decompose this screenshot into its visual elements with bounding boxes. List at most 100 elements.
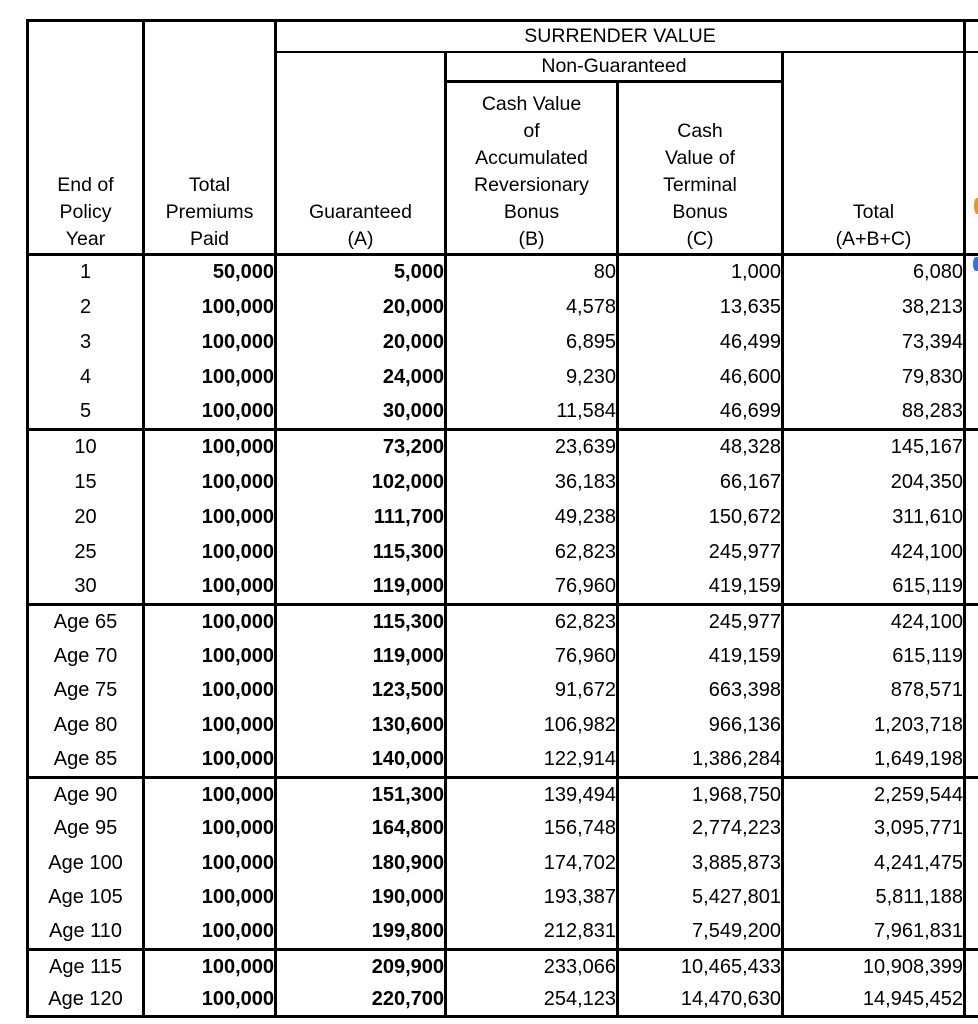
cell-terminal-bonus: 14,470,630 (616, 983, 784, 1018)
cell-reversionary-bonus: 80 (444, 254, 619, 290)
cell-reversionary-bonus: 174,702 (444, 846, 619, 881)
cell-guaranteed: 115,300 (274, 534, 447, 570)
cell-total-premiums: 100,000 (142, 569, 277, 605)
table-row: Age 75 100,000 123,500 91,672 663,398 87… (26, 673, 978, 708)
table-row: Age 80 100,000 130,600 106,982 966,136 1… (26, 708, 978, 743)
cell-guaranteed: 20,000 (274, 324, 447, 360)
cell-total: 6,080 (781, 254, 966, 290)
cell-total: 615,119 (781, 639, 966, 674)
cell-total: 88,283 (781, 394, 966, 430)
table-row: Age 110 100,000 199,800 212,831 7,549,20… (26, 915, 978, 950)
cell-total: 79,830 (781, 359, 966, 395)
cell-policy-year: 1 (26, 254, 145, 290)
cell-reversionary-bonus: 193,387 (444, 880, 619, 915)
cell-terminal-bonus: 966,136 (616, 708, 784, 743)
table-row: Age 90 100,000 151,300 139,494 1,968,750… (26, 775, 978, 812)
clipped-right-column-header-body (963, 51, 978, 256)
cell-policy-year: 2 (26, 289, 145, 325)
cell-terminal-bonus: 663,398 (616, 673, 784, 708)
cell-total-premiums: 100,000 (142, 983, 277, 1018)
cell-reversionary-bonus: 11,584 (444, 394, 619, 430)
cell-total-premiums: 100,000 (142, 324, 277, 360)
table-row: Age 105 100,000 190,000 193,387 5,427,80… (26, 880, 978, 915)
cell-reversionary-bonus: 9,230 (444, 359, 619, 395)
table-row: 10 100,000 73,200 23,639 48,328 145,167 (26, 428, 978, 465)
cell-terminal-bonus: 245,977 (616, 534, 784, 570)
cell-guaranteed: 119,000 (274, 639, 447, 674)
cell-total: 615,119 (781, 569, 966, 605)
cell-terminal-bonus: 46,699 (616, 394, 784, 430)
cell-total-premiums: 100,000 (142, 948, 277, 983)
cell-reversionary-bonus: 76,960 (444, 569, 619, 605)
table-row: Age 100 100,000 180,900 174,702 3,885,87… (26, 846, 978, 881)
column-header-terminal-bonus: Cash Value of Terminal Bonus (C) (616, 81, 784, 256)
clipped-glyph-fragment-orange (974, 198, 978, 214)
cell-reversionary-bonus: 76,960 (444, 639, 619, 674)
cell-reversionary-bonus: 233,066 (444, 948, 619, 983)
cell-terminal-bonus: 1,386,284 (616, 742, 784, 777)
cell-total: 878,571 (781, 673, 966, 708)
cell-policy-year: Age 65 (26, 603, 145, 639)
table-row: 25 100,000 115,300 62,823 245,977 424,10… (26, 534, 978, 570)
cell-total: 204,350 (781, 464, 966, 500)
cell-policy-year: 30 (26, 569, 145, 605)
cell-clipped-column (963, 846, 978, 881)
cell-guaranteed: 20,000 (274, 289, 447, 325)
table-row: 5 100,000 30,000 11,584 46,699 88,283 (26, 394, 978, 430)
column-header-reversionary-bonus: Cash Value of Accumulated Reversionary B… (444, 81, 619, 256)
cell-guaranteed: 30,000 (274, 394, 447, 430)
cell-guaranteed: 5,000 (274, 254, 447, 290)
table-row: Age 120 100,000 220,700 254,123 14,470,6… (26, 983, 978, 1018)
cell-reversionary-bonus: 23,639 (444, 428, 619, 465)
cell-terminal-bonus: 46,600 (616, 359, 784, 395)
cell-terminal-bonus: 48,328 (616, 428, 784, 465)
cell-terminal-bonus: 5,427,801 (616, 880, 784, 915)
cell-total-premiums: 100,000 (142, 673, 277, 708)
cell-total-premiums: 100,000 (142, 534, 277, 570)
cell-clipped-column (963, 499, 978, 535)
cell-reversionary-bonus: 4,578 (444, 289, 619, 325)
cell-total-premiums: 50,000 (142, 254, 277, 290)
cell-clipped-column (963, 534, 978, 570)
cell-total: 311,610 (781, 499, 966, 535)
cell-total-premiums: 100,000 (142, 846, 277, 881)
table-row: Age 115 100,000 209,900 233,066 10,465,4… (26, 948, 978, 983)
cell-terminal-bonus: 3,885,873 (616, 846, 784, 881)
cell-total-premiums: 100,000 (142, 639, 277, 674)
cell-clipped-column (963, 428, 978, 465)
cell-reversionary-bonus: 62,823 (444, 603, 619, 639)
cell-policy-year: 3 (26, 324, 145, 360)
cell-terminal-bonus: 2,774,223 (616, 811, 784, 846)
table-row: Age 85 100,000 140,000 122,914 1,386,284… (26, 742, 978, 777)
cell-total: 424,100 (781, 603, 966, 639)
column-header-end-of-policy-year: End of Policy Year (26, 19, 145, 256)
cell-clipped-column (963, 880, 978, 915)
table-header: End of Policy Year Total Premiums Paid S… (26, 19, 978, 256)
cell-reversionary-bonus: 6,895 (444, 324, 619, 360)
cell-policy-year: 20 (26, 499, 145, 535)
cell-total-premiums: 100,000 (142, 428, 277, 465)
cell-policy-year: 15 (26, 464, 145, 500)
cell-total: 14,945,452 (781, 983, 966, 1018)
table-row: Age 95 100,000 164,800 156,748 2,774,223… (26, 811, 978, 846)
cell-clipped-column (963, 639, 978, 674)
cell-reversionary-bonus: 212,831 (444, 915, 619, 950)
cell-policy-year: 4 (26, 359, 145, 395)
cell-reversionary-bonus: 62,823 (444, 534, 619, 570)
cell-clipped-column (963, 569, 978, 605)
cell-total: 2,259,544 (781, 775, 966, 812)
cell-guaranteed: 199,800 (274, 915, 447, 950)
clipped-glyph-fragment-blue (973, 257, 978, 271)
cell-total: 7,961,831 (781, 915, 966, 950)
cell-clipped-column (963, 811, 978, 846)
cell-policy-year: 5 (26, 394, 145, 430)
cell-clipped-column (963, 359, 978, 395)
cell-terminal-bonus: 7,549,200 (616, 915, 784, 950)
cell-policy-year: Age 120 (26, 983, 145, 1018)
cell-policy-year: Age 90 (26, 775, 145, 812)
cell-terminal-bonus: 150,672 (616, 499, 784, 535)
cell-reversionary-bonus: 36,183 (444, 464, 619, 500)
cell-policy-year: 10 (26, 428, 145, 465)
cell-policy-year: Age 105 (26, 880, 145, 915)
